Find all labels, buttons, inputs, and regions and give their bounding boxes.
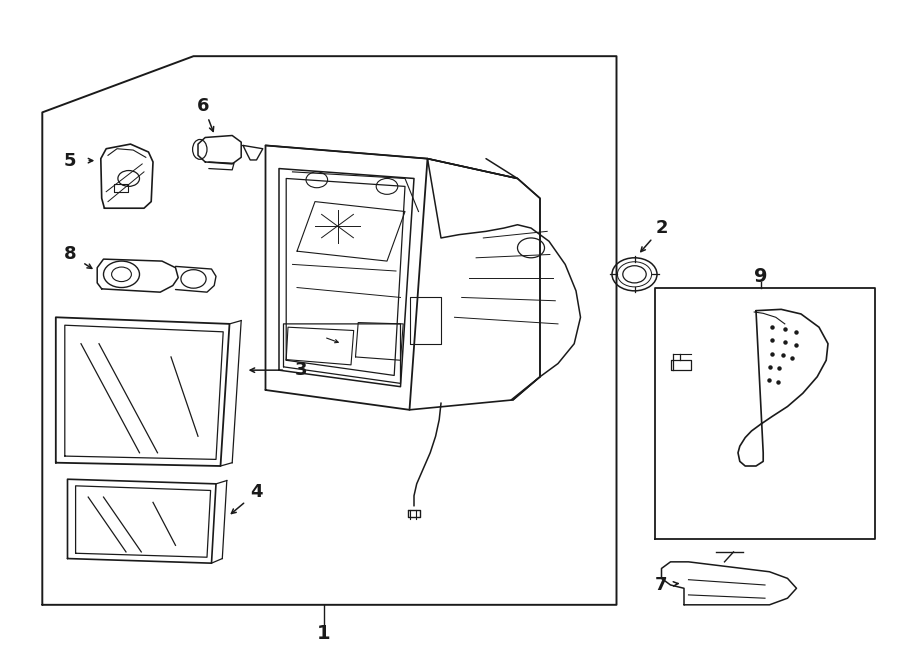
Text: 3: 3	[295, 361, 308, 379]
Text: 5: 5	[64, 151, 76, 170]
Text: 6: 6	[197, 97, 210, 115]
Text: 9: 9	[754, 267, 767, 286]
Text: 7: 7	[655, 576, 668, 594]
Text: 8: 8	[64, 245, 76, 264]
Text: 4: 4	[250, 483, 263, 502]
Text: 1: 1	[317, 624, 331, 642]
Text: 2: 2	[655, 219, 668, 237]
